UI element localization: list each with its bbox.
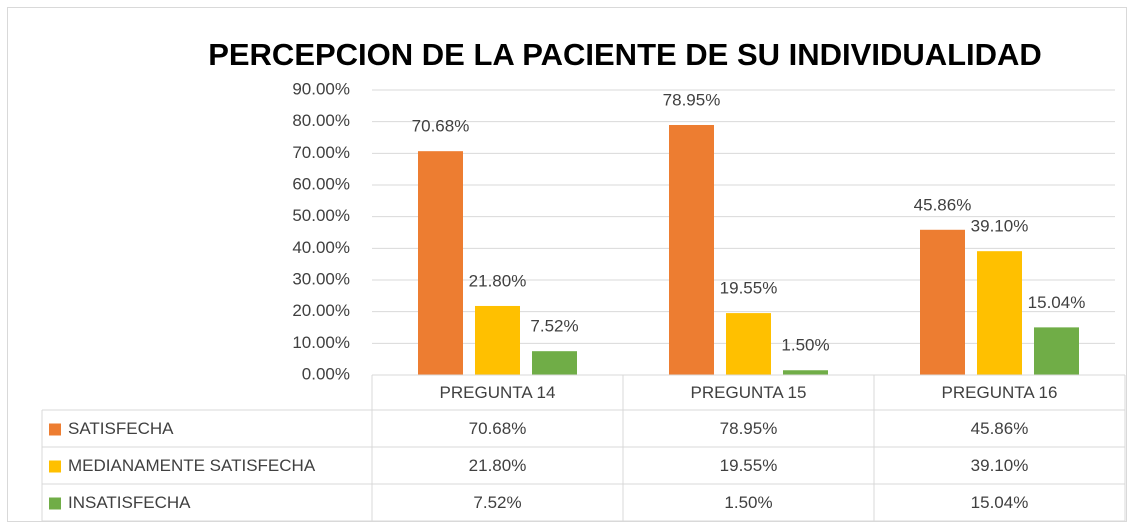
y-tick-label: 30.00%: [292, 269, 350, 288]
data-label: 39.10%: [971, 217, 1029, 236]
bar: [783, 370, 828, 375]
data-label: 78.95%: [663, 90, 721, 109]
table-cell: 78.95%: [720, 419, 778, 438]
data-label: 70.68%: [412, 117, 470, 136]
bar: [920, 229, 965, 375]
legend-label: INSATISFECHA: [68, 493, 191, 512]
y-tick-label: 70.00%: [292, 143, 350, 162]
legend-swatch: [49, 423, 61, 436]
bar: [669, 124, 714, 375]
legend-label: MEDIANAMENTE SATISFECHA: [68, 456, 316, 475]
table-cell: 45.86%: [971, 419, 1029, 438]
bar: [1034, 327, 1079, 375]
y-tick-label: 90.00%: [292, 79, 350, 98]
x-tick-label: PREGUNTA 16: [942, 383, 1058, 402]
table-cell: 70.68%: [469, 419, 527, 438]
y-tick-label: 40.00%: [292, 238, 350, 257]
x-tick-label: PREGUNTA 15: [691, 383, 807, 402]
y-tick-label: 60.00%: [292, 174, 350, 193]
table-cell: 15.04%: [971, 493, 1029, 512]
y-tick-label: 20.00%: [292, 301, 350, 320]
table-cell: 19.55%: [720, 456, 778, 475]
chart-title: PERCEPCION DE LA PACIENTE DE SU INDIVIDU…: [208, 37, 1042, 72]
data-label: 15.04%: [1028, 293, 1086, 312]
bar: [475, 305, 520, 375]
bar: [532, 351, 577, 375]
legend-swatch: [49, 460, 61, 473]
x-tick-label: PREGUNTA 14: [440, 383, 556, 402]
legend-swatch: [49, 497, 61, 510]
data-label: 19.55%: [720, 279, 778, 298]
table-cell: 7.52%: [473, 493, 521, 512]
y-tick-label: 10.00%: [292, 333, 350, 352]
legend-label: SATISFECHA: [68, 419, 174, 438]
table-cell: 39.10%: [971, 456, 1029, 475]
table-cell: 21.80%: [469, 456, 527, 475]
table-cell: 1.50%: [724, 493, 772, 512]
data-label: 7.52%: [530, 317, 578, 336]
bar: [977, 251, 1022, 375]
y-tick-label: 80.00%: [292, 111, 350, 130]
bar: [726, 313, 771, 375]
data-label: 1.50%: [781, 336, 829, 355]
y-tick-label: 50.00%: [292, 206, 350, 225]
bar: [418, 151, 463, 375]
data-label: 21.80%: [469, 271, 527, 290]
data-label: 45.86%: [914, 195, 972, 214]
y-tick-label: 0.00%: [302, 364, 350, 383]
